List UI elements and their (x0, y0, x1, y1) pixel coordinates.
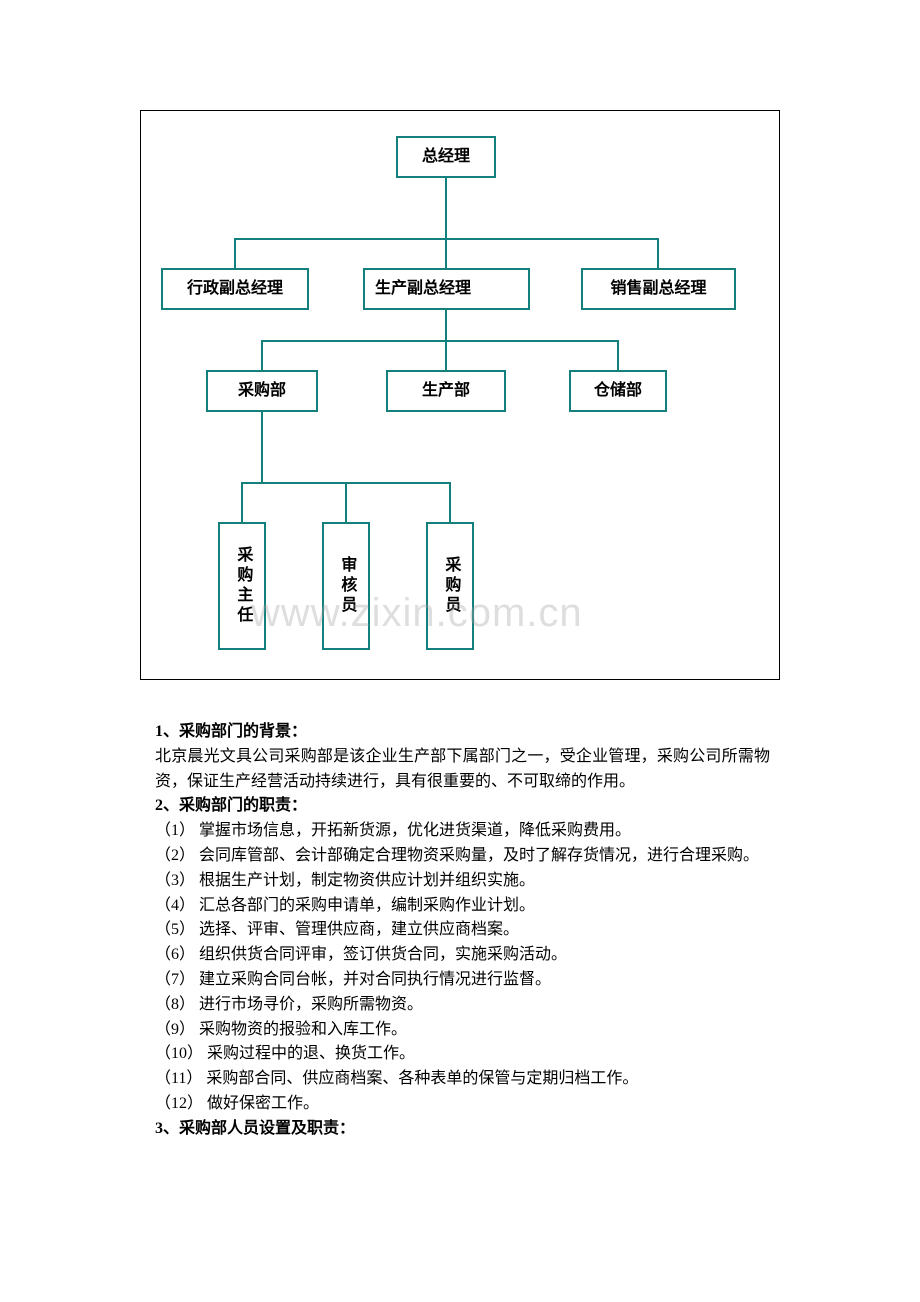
connector (345, 482, 347, 522)
section-2-item: （7） 建立采购合同台帐，并对合同执行情况进行监督。 (155, 968, 770, 993)
section-2-item: （1） 掌握市场信息，开拓新货源，优化进货渠道，降低采购费用。 (155, 819, 770, 844)
page: 总经理 行政副总经理 生产副总经理 销售副总经理 采购部 (0, 110, 920, 1182)
section-2-item: （6） 组织供货合同评审，签订供货合同，实施采购活动。 (155, 943, 770, 968)
section-2-item: （11） 采购部合同、供应商档案、各种表单的保管与定期归档工作。 (155, 1067, 770, 1092)
section-3-title: 3、采购部人员设置及职责： (155, 1117, 770, 1142)
connector (234, 238, 236, 268)
org-chart: 总经理 行政副总经理 生产副总经理 销售副总经理 采购部 (140, 110, 780, 680)
node-production-dept-label: 生产部 (422, 381, 470, 402)
connector (445, 238, 447, 268)
node-prod-vp-label: 生产副总经理 (375, 279, 471, 300)
node-auditor: 审核员 (322, 522, 370, 650)
section-2-item: （5） 选择、评审、管理供应商，建立供应商档案。 (155, 918, 770, 943)
connector (657, 238, 659, 268)
section-2-item: （8） 进行市场寻价，采购所需物资。 (155, 993, 770, 1018)
section-1-title: 1、采购部门的背景： (155, 720, 770, 745)
connector (261, 340, 263, 370)
node-gm-label: 总经理 (422, 147, 470, 168)
node-purchasing-director: 采购主任 (218, 522, 266, 650)
node-purchasing-dept-label: 采购部 (238, 381, 286, 402)
watermark: www.zixin.com.cn (251, 591, 583, 636)
node-purchasing-director-label: 采购主任 (232, 546, 253, 626)
node-production-dept: 生产部 (386, 370, 506, 412)
connector (445, 340, 447, 370)
node-sales-vp: 销售副总经理 (581, 268, 736, 310)
node-purchasing-dept: 采购部 (206, 370, 318, 412)
node-admin-vp: 行政副总经理 (161, 268, 309, 310)
body-text: 1、采购部门的背景： 北京晨光文具公司采购部是该企业生产部下属部门之一，受企业管… (155, 720, 770, 1142)
connector (261, 340, 619, 342)
section-2-item: （2） 会同库管部、会计部确定合理物资采购量，及时了解存货情况，进行合理采购。 (155, 844, 770, 869)
node-auditor-label: 审核员 (336, 556, 357, 616)
section-2-item: （9） 采购物资的报验和入库工作。 (155, 1018, 770, 1043)
section-2-item: （10） 采购过程中的退、换货工作。 (155, 1042, 770, 1067)
section-1-body: 北京晨光文具公司采购部是该企业生产部下属部门之一，受企业管理，采购公司所需物资，… (155, 745, 770, 795)
node-admin-vp-label: 行政副总经理 (187, 279, 283, 300)
node-sales-vp-label: 销售副总经理 (610, 279, 706, 300)
connector (445, 178, 447, 238)
node-buyer-label: 采购员 (440, 556, 461, 616)
connector (445, 310, 447, 340)
node-warehouse-dept-label: 仓储部 (594, 381, 642, 402)
connector (241, 482, 243, 522)
connector (449, 482, 451, 522)
section-2-title: 2、采购部门的职责： (155, 794, 770, 819)
section-2-item: （12） 做好保密工作。 (155, 1092, 770, 1117)
section-2-item: （4） 汇总各部门的采购申请单，编制采购作业计划。 (155, 894, 770, 919)
node-buyer: 采购员 (426, 522, 474, 650)
connector (617, 340, 619, 370)
node-gm: 总经理 (396, 136, 496, 178)
section-2-item: （3） 根据生产计划，制定物资供应计划并组织实施。 (155, 869, 770, 894)
node-prod-vp: 生产副总经理 (363, 268, 530, 310)
node-warehouse-dept: 仓储部 (569, 370, 667, 412)
connector (261, 412, 263, 482)
